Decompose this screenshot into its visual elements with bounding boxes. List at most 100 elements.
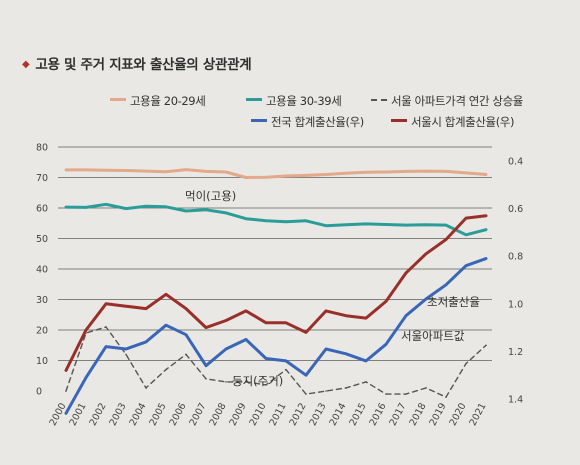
data-point-apt [405,393,407,395]
data-point-apt [445,396,447,398]
right-tick-label: 1.2 [508,347,523,358]
data-point-apt [345,387,347,389]
data-point-emp3039 [305,220,307,222]
data-point-emp2029 [305,174,307,177]
data-point-emp3039 [125,207,127,210]
data-point-tfr_seoul [325,310,327,312]
data-point-emp2029 [265,176,267,178]
legend-item-tfr-nation: 전국 합계출산율(우) [251,114,364,130]
data-point-tfr_nation [305,374,307,377]
data-point-emp3039 [425,223,427,226]
data-point-emp3039 [405,224,407,226]
left-tick-label: 70 [36,173,48,184]
chart-title-text: 고용 및 주거 지표와 출산율의 상관관계 [35,57,252,73]
data-point-tfr_nation [325,348,327,350]
data-point-emp3039 [365,223,367,225]
data-point-tfr_nation [485,257,487,260]
data-point-tfr_nation [65,412,67,415]
data-point-tfr_seoul [305,331,307,334]
right-tick-label: 0.6 [508,204,523,215]
x-tick-label: 2009 [228,401,249,428]
data-point-emp2029 [165,170,167,173]
x-tick-label: 2003 [108,401,129,428]
left-tick-label: 80 [36,143,48,154]
left-tick-label: 30 [36,295,48,306]
data-point-tfr_seoul [345,314,347,317]
legend-label: 서울시 합계출산율(우) [411,115,515,129]
data-point-tfr_nation [245,338,247,341]
x-tick-label: 2016 [368,401,389,428]
data-point-tfr_seoul [365,317,367,319]
data-point-emp2029 [465,172,467,174]
legend-swatch-tfr-nation [251,119,267,122]
x-tick-label: 2007 [188,401,209,428]
x-tick-label: 2010 [248,401,269,428]
data-point-emp2029 [445,170,447,173]
data-point-emp3039 [385,223,387,226]
x-tick-label: 2017 [388,401,409,428]
data-point-tfr_nation [465,264,467,267]
data-point-apt [425,387,427,389]
data-point-emp2029 [345,172,347,175]
data-point-tfr_nation [425,298,427,300]
data-point-tfr_nation [185,333,187,336]
x-tick-label: 2020 [448,401,469,428]
left-tick-label: 50 [36,234,48,245]
x-tick-label: 2002 [88,401,109,428]
data-point-tfr_seoul [105,303,107,305]
legend-swatch-emp2029 [110,98,126,101]
x-tick-label: 2015 [348,401,369,428]
x-tick-label: 2006 [168,401,189,428]
right-tick-label: 1.4 [508,395,523,406]
data-point-tfr_nation [145,341,147,343]
legend-label: 고용율 30-39세 [266,94,342,108]
data-point-tfr_seoul [65,369,67,372]
data-point-emp2029 [185,168,187,171]
data-point-tfr_nation [205,364,207,367]
data-point-emp3039 [445,224,447,226]
data-point-apt [205,378,207,380]
x-tick-label: 2008 [208,401,229,428]
data-point-emp2029 [325,173,327,176]
data-point-tfr_nation [345,352,347,355]
x-tick-label: 2018 [408,401,429,428]
data-point-emp3039 [185,210,187,212]
left-tick-label: 40 [36,265,48,276]
data-point-emp2029 [145,170,147,172]
legend-swatch-emp3039 [246,98,262,101]
data-point-emp3039 [465,234,467,236]
data-point-apt [105,326,107,328]
data-point-apt [465,362,467,365]
data-point-emp2029 [405,170,407,173]
data-point-emp2029 [65,169,67,171]
x-tick-label: 2011 [268,401,289,428]
data-point-apt [185,353,187,356]
data-point-tfr_seoul [125,305,127,307]
x-tick-label: 2021 [468,401,489,428]
legend-swatch-tfr-seoul [391,119,407,122]
data-point-emp3039 [345,223,347,226]
data-point-emp3039 [85,206,87,209]
data-point-tfr_seoul [225,319,227,322]
data-point-tfr_nation [225,348,227,350]
data-point-tfr_nation [105,345,107,348]
data-point-emp3039 [225,212,227,214]
data-point-tfr_seoul [245,310,247,312]
data-point-emp2029 [105,169,107,171]
right-tick-label: 1.0 [508,299,523,310]
data-point-emp3039 [485,228,487,231]
legend-swatch-apt [371,99,387,101]
data-point-emp2029 [225,171,227,173]
data-point-tfr_nation [125,348,127,350]
data-point-tfr_nation [405,314,407,317]
series-line-emp2029 [64,168,488,179]
data-point-apt [225,381,227,383]
data-point-emp3039 [165,205,167,208]
data-point-emp3039 [65,206,67,208]
bullet-icon: ◆ [22,59,30,70]
annotation-food: 먹이(고용) [185,189,236,203]
legend-label: 전국 합계출산율(우) [271,115,364,129]
series-line-tfr_seoul [64,214,488,372]
